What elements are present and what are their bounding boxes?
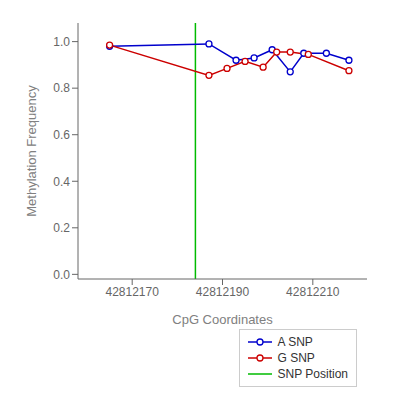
- svg-text:0.4: 0.4: [53, 175, 70, 189]
- html-text:A SNP: A SNP: [277, 335, 313, 349]
- svg-text:42812170: 42812170: [105, 285, 159, 299]
- svg-text:0.2: 0.2: [53, 221, 70, 235]
- svg-text:42812190: 42812190: [196, 285, 250, 299]
- html-text:G SNP: G SNP: [277, 351, 315, 365]
- svg-text:0.8: 0.8: [53, 81, 70, 95]
- svg-text:Methylation Frequency: Methylation Frequency: [24, 85, 39, 217]
- svg-text:1.0: 1.0: [53, 35, 70, 49]
- svg-text:42812210: 42812210: [286, 285, 340, 299]
- svg-text:0.6: 0.6: [53, 128, 70, 142]
- svg-text:0.0: 0.0: [53, 268, 70, 282]
- svg-text:CpG Coordinates: CpG Coordinates: [172, 312, 273, 327]
- html-text:SNP Position: SNP Position: [277, 367, 348, 381]
